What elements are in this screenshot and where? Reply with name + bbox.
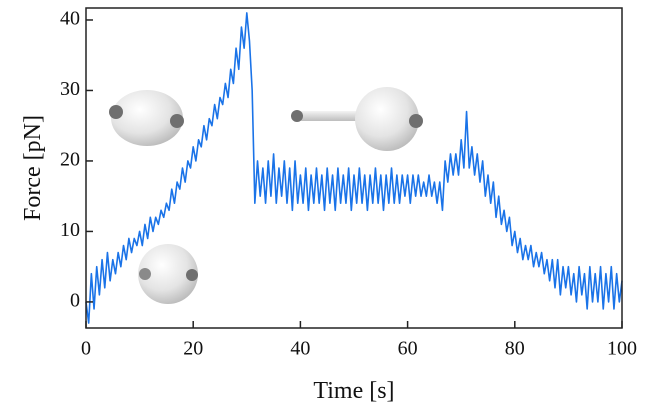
tether bbox=[297, 111, 363, 121]
illustration-tether bbox=[291, 87, 423, 151]
plot-area bbox=[85, 12, 623, 324]
handle bbox=[170, 114, 184, 128]
x-tick-label: 60 bbox=[398, 338, 418, 360]
bead bbox=[138, 244, 198, 304]
bead-doublet bbox=[111, 90, 183, 146]
x-tick-label: 40 bbox=[290, 338, 310, 360]
x-tick-label: 20 bbox=[183, 338, 203, 360]
handle bbox=[186, 269, 198, 281]
handle bbox=[139, 268, 151, 280]
y-axis-label: Force [pN] bbox=[20, 115, 46, 221]
x-tick-label: 0 bbox=[81, 338, 91, 360]
y-tick-label: 20 bbox=[60, 149, 80, 171]
y-tick-label: 10 bbox=[60, 219, 80, 241]
x-tick-label: 80 bbox=[505, 338, 525, 360]
y-tick-label: 0 bbox=[70, 290, 80, 312]
plot-frame bbox=[85, 7, 623, 329]
force-trace bbox=[85, 12, 623, 324]
handle bbox=[409, 114, 423, 128]
illustration-folded bbox=[138, 244, 198, 304]
y-tick-label: 30 bbox=[60, 78, 80, 100]
axes: 0 20 40 60 80 100 0 10 20 30 40 bbox=[60, 7, 637, 360]
handle bbox=[291, 110, 303, 122]
bead bbox=[355, 87, 419, 151]
handle bbox=[109, 105, 123, 119]
x-tick-label: 100 bbox=[607, 338, 637, 360]
illustration-stretched bbox=[109, 90, 184, 146]
y-tick-label: 40 bbox=[60, 8, 80, 30]
x-axis-label: Time [s] bbox=[313, 378, 394, 404]
